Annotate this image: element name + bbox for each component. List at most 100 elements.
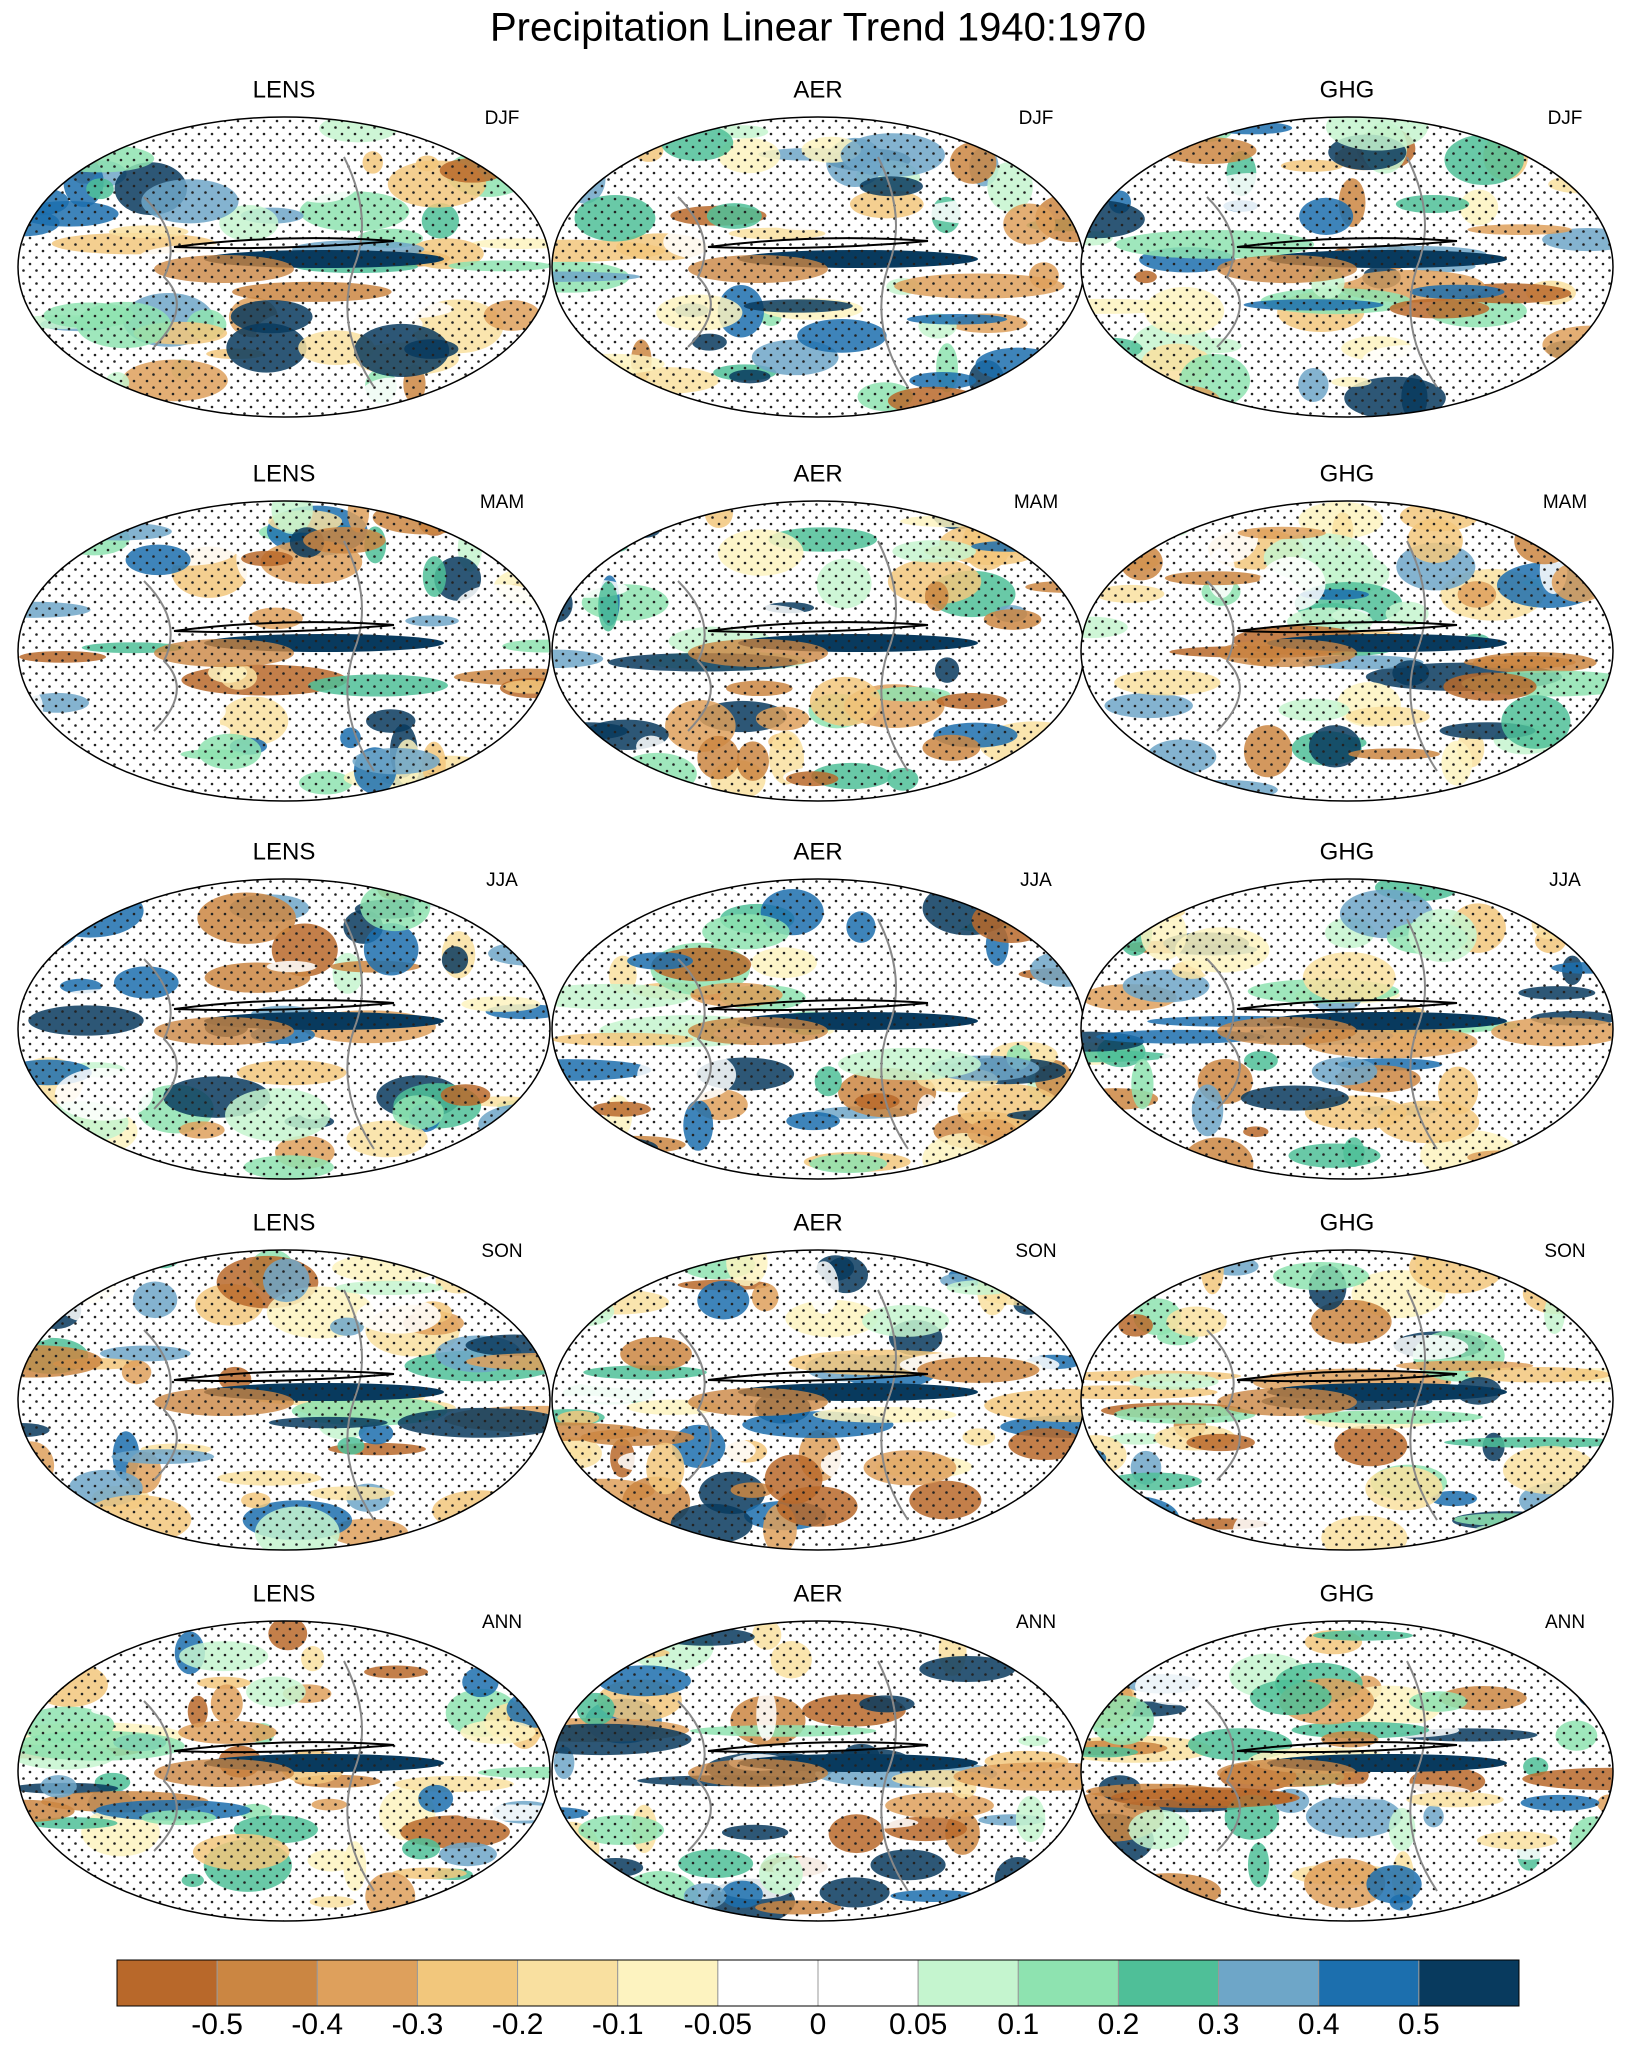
- contour: [173, 1741, 395, 1754]
- contour: [173, 999, 395, 1012]
- precip-blob: [1034, 1496, 1084, 1538]
- colorbar-tick-label: -0.2: [492, 2008, 544, 2040]
- colorbar-box: [1117, 1959, 1220, 2007]
- coastline: [143, 958, 178, 1110]
- precip-blob: [1081, 894, 1122, 917]
- panel-season-label: JJA: [486, 870, 518, 891]
- panel-model-label: LENS: [253, 1209, 316, 1236]
- map-panel: GHG ANN: [1080, 1580, 1614, 1922]
- colorbar: -0.5 -0.4 -0.3 -0.2 -0.1 -0.05 0 0.05 0.1 0.2 0.3 0…: [116, 1959, 1520, 2041]
- colorbar-tick-label: 0.2: [1098, 2008, 1140, 2040]
- precip-blob: [1557, 1497, 1613, 1545]
- precip-blob: [1046, 912, 1077, 948]
- contour: [707, 1370, 929, 1383]
- coastline: [1206, 1329, 1241, 1481]
- map-panel: GHG MAM: [1080, 460, 1614, 802]
- coastline: [1206, 958, 1241, 1110]
- colorbar-box: [1318, 1959, 1420, 2007]
- precip-blob: [552, 1878, 623, 1914]
- precip-blob: [1009, 1139, 1062, 1179]
- panel-model-label: GHG: [1320, 460, 1375, 487]
- map-field: [18, 501, 550, 801]
- map-panel: LENS DJF: [17, 76, 551, 418]
- map-panel: AER MAM: [551, 460, 1085, 802]
- precip-blob: [532, 541, 550, 587]
- map-field: [18, 879, 550, 1179]
- map-border: [1080, 1620, 1614, 1922]
- panel-model-label: LENS: [253, 460, 316, 487]
- map-field: [1081, 117, 1613, 417]
- precip-blob: [625, 379, 647, 406]
- stipple: [1081, 117, 1613, 417]
- coastline: [343, 918, 375, 1150]
- stipple: [18, 117, 550, 417]
- map-panel: LENS MAM: [17, 460, 551, 802]
- precip-blob: [552, 743, 601, 772]
- map-panel: GHG SON: [1080, 1209, 1614, 1551]
- precip-blob: [1092, 1511, 1115, 1529]
- contour: [1236, 999, 1458, 1012]
- panel-season-label: ANN: [482, 1612, 522, 1633]
- precip-blob: [1062, 1478, 1084, 1500]
- precip-blob: [1081, 501, 1133, 531]
- map-panel: LENS ANN: [17, 1580, 551, 1922]
- stipple: [552, 1250, 1084, 1550]
- coastline: [877, 1660, 909, 1892]
- precip-blob: [58, 1145, 94, 1179]
- precip-blob: [1081, 1119, 1131, 1147]
- map-field: [552, 501, 1084, 801]
- precip-blob: [1091, 1866, 1129, 1905]
- colorbar-tick-label: -0.4: [291, 2008, 343, 2040]
- colorbar-tick-label: 0: [810, 2008, 827, 2040]
- precip-blob: [449, 1141, 550, 1174]
- map-border: [17, 1620, 551, 1922]
- colorbar-tick-label: -0.5: [191, 2008, 243, 2040]
- map-border: [1080, 500, 1614, 802]
- colorbar-box: [817, 1959, 919, 2007]
- panel-season-label: SON: [1544, 1241, 1585, 1262]
- precip-blob: [1083, 1458, 1107, 1488]
- map-field: [1081, 1621, 1613, 1921]
- precip-blob: [578, 375, 658, 417]
- stipple: [552, 501, 1084, 801]
- colorbar-box: [917, 1959, 1019, 2007]
- coastline: [1406, 1289, 1438, 1521]
- map-field: [1081, 1250, 1613, 1550]
- coastline: [143, 196, 178, 348]
- coastline: [877, 540, 909, 772]
- stipple: [1081, 501, 1613, 801]
- precip-blob: [1533, 1534, 1613, 1550]
- map-panel: GHG JJA: [1080, 838, 1614, 1180]
- precip-blob: [18, 889, 91, 932]
- panel-season-label: SON: [1015, 1241, 1056, 1262]
- colorbar-tick-label: 0.5: [1398, 2008, 1440, 2040]
- panel-model-label: LENS: [253, 76, 316, 103]
- contour: [173, 621, 395, 634]
- stipple: [1081, 1621, 1613, 1921]
- coastline: [677, 580, 712, 732]
- precip-blob: [479, 891, 550, 920]
- precip-blob: [18, 917, 33, 960]
- precip-blob: [18, 501, 80, 539]
- panel-model-label: LENS: [253, 838, 316, 865]
- coastline: [343, 156, 375, 388]
- precip-blob: [1124, 1259, 1197, 1277]
- coastline: [143, 580, 178, 732]
- panel-season-label: MAM: [1543, 492, 1587, 513]
- panel-season-label: JJA: [1549, 870, 1581, 891]
- precip-blob: [495, 903, 550, 929]
- colorbar-box: [116, 1959, 218, 2007]
- precip-blob: [511, 891, 544, 907]
- map-field: [552, 1250, 1084, 1550]
- precip-blob: [1570, 890, 1595, 935]
- map-field: [18, 1621, 550, 1921]
- precip-blob: [1099, 379, 1145, 392]
- map-panel: LENS SON: [17, 1209, 551, 1551]
- map-field: [18, 117, 550, 417]
- precip-blob: [1049, 720, 1084, 765]
- precip-blob: [464, 1644, 550, 1655]
- precip-blob: [1146, 1250, 1198, 1279]
- coastline: [677, 196, 712, 348]
- panel-model-label: AER: [793, 460, 842, 487]
